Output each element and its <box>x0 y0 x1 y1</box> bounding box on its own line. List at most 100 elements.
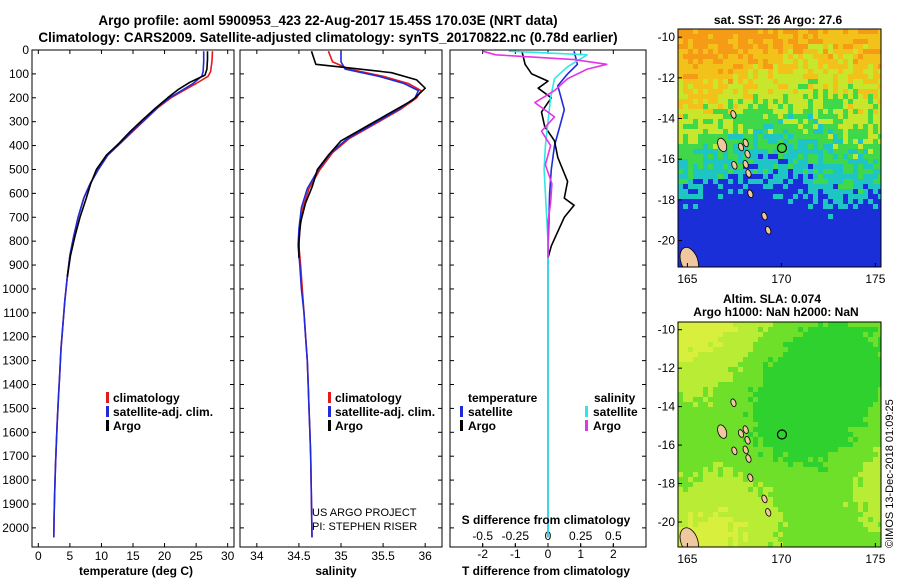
map-cell <box>823 492 829 498</box>
map-cell <box>823 347 829 353</box>
map-cell <box>728 442 734 448</box>
map-cell <box>768 432 774 438</box>
map-cell <box>733 204 739 210</box>
map-cell <box>693 189 699 195</box>
map-cell <box>733 337 739 343</box>
map-cell <box>848 94 854 100</box>
map-cell <box>778 104 784 110</box>
map-cell <box>853 209 859 215</box>
map-cell <box>698 179 704 185</box>
map-cell <box>738 507 744 513</box>
map-cell <box>738 184 744 190</box>
map-cell <box>838 522 844 528</box>
map-cell <box>853 392 859 398</box>
map-cell <box>808 502 814 508</box>
map-cell <box>798 199 804 205</box>
map-cell <box>753 342 759 348</box>
map-cell <box>773 54 779 60</box>
map-cell <box>713 527 719 533</box>
map-cell <box>708 527 714 533</box>
map-cell <box>798 527 804 533</box>
map-cell <box>733 174 739 180</box>
map-cell <box>703 259 709 265</box>
map-cell <box>838 194 844 200</box>
map-cell <box>758 149 764 155</box>
map-cell <box>778 209 784 215</box>
map-cell <box>783 407 789 413</box>
map-cell <box>743 442 749 448</box>
map-cell <box>688 109 694 115</box>
map-cell <box>723 64 729 70</box>
map-cell <box>853 352 859 358</box>
map-cell <box>793 224 799 230</box>
map-cell <box>798 59 804 65</box>
map-cell <box>773 89 779 95</box>
map-cell <box>858 417 864 423</box>
map-cell <box>828 427 834 433</box>
map-cell <box>738 472 744 478</box>
map-cell <box>813 264 819 267</box>
map-cell <box>868 527 874 533</box>
map-cell <box>698 327 704 333</box>
map-cell <box>818 372 824 378</box>
map-cell <box>763 244 769 250</box>
map-cell <box>748 224 754 230</box>
map-cell <box>818 234 824 240</box>
map-cell <box>863 357 869 363</box>
map-cell <box>858 457 864 463</box>
map-cell <box>793 254 799 260</box>
map-cell <box>853 254 859 260</box>
map-cell <box>768 497 774 503</box>
map-cell <box>688 417 694 423</box>
map-cell <box>798 502 804 508</box>
map-cell <box>713 144 719 150</box>
map-cell <box>773 402 779 408</box>
map-cell <box>873 507 879 513</box>
map-cell <box>823 427 829 433</box>
map-cell <box>823 502 829 508</box>
map-cell <box>758 392 764 398</box>
map-cell <box>843 512 849 518</box>
map-cell <box>858 397 864 403</box>
map-cell <box>853 244 859 250</box>
map-cell <box>743 382 749 388</box>
map-cell <box>843 64 849 70</box>
map-cell <box>838 502 844 508</box>
map-cell <box>828 129 834 135</box>
map-cell <box>743 532 749 538</box>
series-line-argo <box>66 51 209 278</box>
map-cell <box>768 29 774 35</box>
map-cell <box>693 94 699 100</box>
map-cell <box>768 219 774 225</box>
map-cell <box>698 224 704 230</box>
map-cell <box>838 417 844 423</box>
map-cell <box>688 204 694 210</box>
map-cell <box>693 239 699 245</box>
map-cell <box>713 204 719 210</box>
map-cell <box>778 224 784 230</box>
map-cell <box>823 467 829 473</box>
map-cell <box>733 432 739 438</box>
map-cell <box>718 204 724 210</box>
island-maewo <box>742 425 749 434</box>
map-cell <box>793 517 799 523</box>
map-cell <box>708 392 714 398</box>
map-cell <box>718 189 724 195</box>
map-cell <box>833 362 839 368</box>
map-cell <box>863 372 869 378</box>
map-cell <box>708 467 714 473</box>
map-cell <box>798 427 804 433</box>
map-cell <box>803 457 809 463</box>
map-cell <box>678 377 684 383</box>
map-cell <box>753 249 759 255</box>
map-cell <box>858 124 864 130</box>
map-cell <box>743 49 749 55</box>
map-cell <box>748 327 754 333</box>
map-cell <box>813 174 819 180</box>
map-cell <box>808 69 814 75</box>
map-cell <box>853 94 859 100</box>
map-cell <box>858 104 864 110</box>
map-cell <box>688 452 694 458</box>
map-cell <box>683 49 689 55</box>
map-cell <box>803 214 809 220</box>
